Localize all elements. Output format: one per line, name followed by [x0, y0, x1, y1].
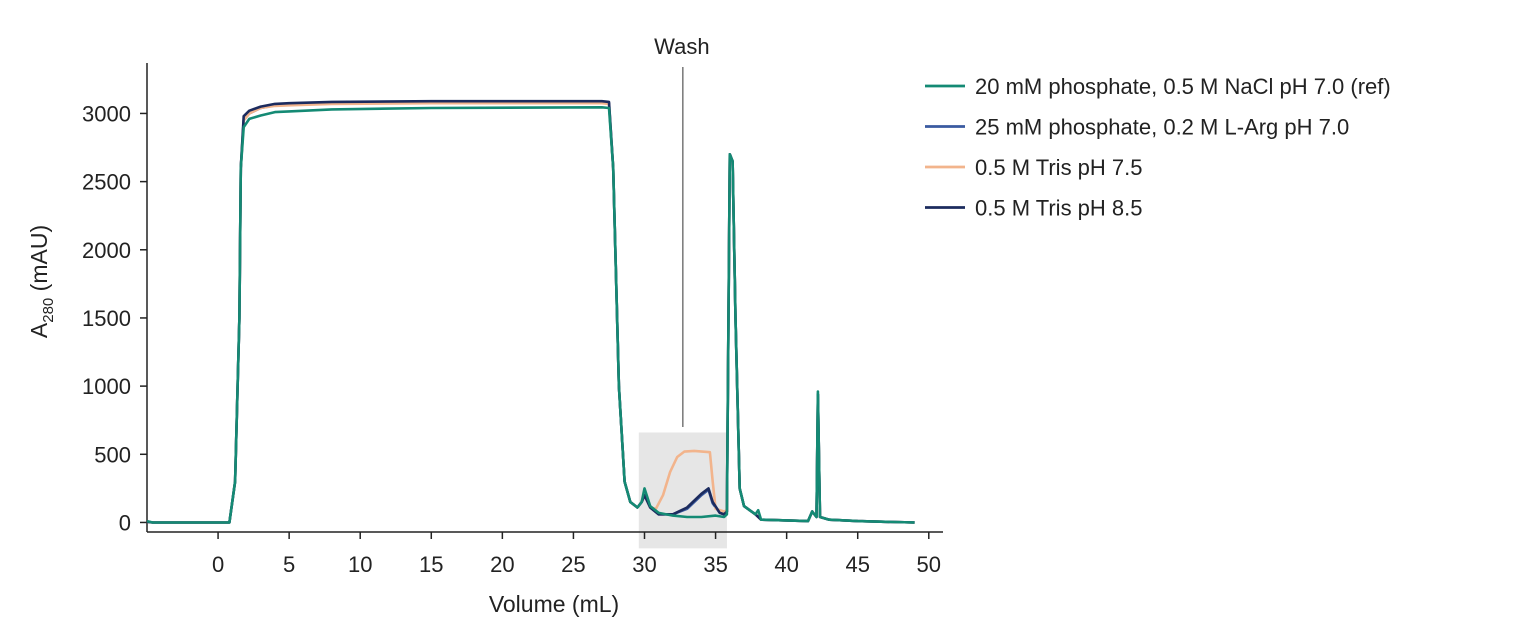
x-tick-label: 30 — [632, 552, 656, 577]
x-tick-label: 25 — [561, 552, 585, 577]
y-tick-label: 2000 — [82, 238, 131, 263]
x-tick-label: 45 — [845, 552, 869, 577]
series-line-1 — [146, 106, 915, 524]
y-axis-label-unit: (mAU) — [26, 225, 52, 298]
y-axis-label-main: A — [26, 322, 52, 338]
x-tick-label: 5 — [283, 552, 295, 577]
legend-label: 20 mM phosphate, 0.5 M NaCl pH 7.0 (ref) — [975, 74, 1391, 99]
y-tick-label: 3000 — [82, 101, 131, 126]
y-tick-label: 1000 — [82, 374, 131, 399]
legend-label: 0.5 M Tris pH 8.5 — [975, 196, 1143, 221]
y-tick-label: 500 — [94, 442, 131, 467]
series-line-2 — [146, 101, 915, 524]
y-axis-label: A280 (mAU) — [26, 225, 57, 338]
x-tick-label: 40 — [774, 552, 798, 577]
y-tick-label: 0 — [119, 510, 131, 535]
y-tick-label: 1500 — [82, 306, 131, 331]
x-axis-label: Volume (mL) — [489, 591, 619, 617]
series-line-3 — [146, 101, 915, 524]
x-tick-label: 20 — [490, 552, 514, 577]
legend-label: 0.5 M Tris pH 7.5 — [975, 155, 1143, 180]
x-tick-label: 35 — [703, 552, 727, 577]
series-line-4 — [146, 99, 915, 524]
legend-label: 25 mM phosphate, 0.2 M L-Arg pH 7.0 — [975, 115, 1349, 140]
x-tick-label: 50 — [917, 552, 941, 577]
y-tick-label: 2500 — [82, 170, 131, 195]
y-axis-label-subscript: 280 — [40, 298, 57, 323]
x-tick-label: 15 — [419, 552, 443, 577]
wash-label: Wash — [654, 34, 709, 59]
x-tick-label: 0 — [212, 552, 224, 577]
x-tick-label: 10 — [348, 552, 372, 577]
